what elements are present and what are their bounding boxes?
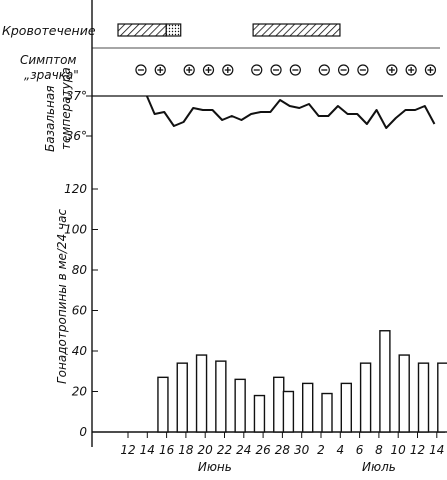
- x-tick-label-0: 12: [120, 443, 135, 457]
- x-tick-label-2: 16: [159, 443, 175, 457]
- temp-curve: [145, 95, 436, 129]
- gonado-bar-2: [195, 354, 208, 433]
- pupil-symptom-signs: [135, 64, 437, 76]
- x-tick-label-7: 26: [255, 443, 271, 457]
- gonado-ytick-label-5: 100: [64, 223, 87, 237]
- temperature-row-label-line1: Базальная: [43, 86, 57, 152]
- pupil-sign-8: [318, 64, 330, 76]
- bleeding-bar-2: [252, 23, 341, 37]
- x-tick-label-16: 14: [429, 443, 444, 457]
- gonado-bar-0: [157, 376, 169, 433]
- x-tick-label-15: 12: [410, 443, 425, 457]
- bleeding-periods: [117, 23, 341, 37]
- gonado-bar-3: [215, 360, 227, 433]
- gonado-bar-4: [234, 378, 246, 433]
- bleeding-bar-0: [117, 23, 167, 37]
- gonado-ytick-label-0: 0: [79, 425, 87, 439]
- pupil-sign-10: [357, 64, 369, 76]
- gonado-bar-10: [340, 382, 352, 433]
- temperature-panel: 37° 36°: [66, 89, 443, 143]
- pupil-sign-3: [202, 64, 215, 76]
- x-tick-label-10: 2: [317, 443, 325, 457]
- bleeding-bar-1: [165, 23, 182, 37]
- temp-tick-label-1: 36°: [66, 129, 87, 143]
- pupil-sign-2: [183, 64, 195, 76]
- pupil-sign-12: [405, 64, 417, 76]
- gonadotropin-axis-label: Гонадотропины в ме/24 час: [55, 209, 69, 384]
- gonadotropin-y-ticks: 0 20 40 60 80 100 120: [64, 182, 98, 439]
- x-tick-label-11: 4: [336, 443, 344, 457]
- x-tick-label-14: 10: [391, 443, 407, 457]
- gonado-ytick-label-6: 120: [64, 182, 87, 196]
- pupil-sign-7: [289, 64, 301, 76]
- x-tick-label-8: 28: [275, 443, 291, 457]
- bleeding-row-label: Кровотечение: [2, 23, 96, 38]
- pupil-sign-0: [135, 64, 147, 76]
- gonado-ytick-label-2: 40: [72, 344, 88, 358]
- gonado-bar-15: [437, 362, 447, 433]
- x-tick-label-6: 24: [236, 443, 251, 457]
- pupil-row-label-line2: „зрачка": [24, 68, 79, 82]
- gonado-bar-13: [398, 354, 410, 433]
- pupil-sign-1: [154, 64, 166, 76]
- gonado-bar-5: [253, 394, 266, 433]
- pupil-sign-4: [222, 64, 234, 76]
- x-tick-label-4: 20: [198, 443, 214, 457]
- pupil-sign-6: [270, 64, 282, 76]
- temp-tick-label-0: 37°: [66, 89, 87, 103]
- month-label-1: Июль: [362, 460, 396, 474]
- pupil-sign-5: [251, 64, 263, 76]
- gonado-bar-8: [302, 382, 314, 433]
- x-tick-label-3: 18: [178, 443, 194, 457]
- gonado-ytick-label-1: 20: [72, 385, 88, 399]
- gonado-ytick-label-4: 80: [72, 263, 88, 277]
- gonadotropin-bars: [157, 330, 447, 433]
- gonado-bar-12: [379, 330, 391, 433]
- x-tick-label-1: 14: [140, 443, 155, 457]
- x-tick-label-9: 30: [294, 443, 310, 457]
- gonado-bar-11: [359, 362, 372, 433]
- pupil-sign-9: [338, 64, 350, 76]
- pupil-sign-13: [424, 64, 437, 76]
- gonado-bar-1: [176, 362, 188, 433]
- gonado-bar-9: [321, 392, 333, 433]
- gonado-bar-6: [273, 376, 285, 433]
- pupil-row-label-line1: Симптом: [20, 53, 76, 67]
- gonado-bar-14: [417, 362, 430, 433]
- gonado-ytick-label-3: 60: [72, 304, 88, 318]
- temperature-row-label-line2: температура: [59, 67, 73, 150]
- x-tick-label-12: 6: [356, 443, 364, 457]
- x-tick-label-5: 22: [217, 443, 232, 457]
- gonado-bar-7: [282, 390, 295, 433]
- pupil-sign-11: [386, 64, 398, 76]
- month-label-0: Июнь: [198, 460, 232, 474]
- x-tick-label-13: 8: [375, 443, 383, 457]
